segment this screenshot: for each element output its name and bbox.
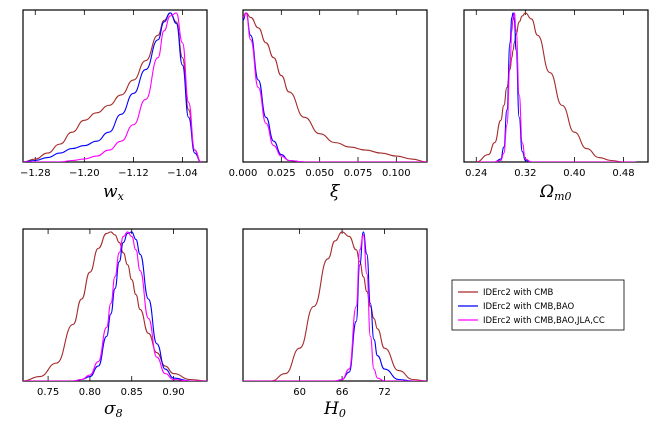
tick-label-wx-1: −1.20 [69, 168, 100, 179]
axis-title-sigma8-sub: 8 [116, 407, 123, 420]
series-h0-iderc2-with-cmb [243, 231, 427, 381]
tick-label-wx-3: −1.04 [167, 168, 198, 179]
legend-box [451, 279, 625, 331]
axis-title-omega: Ωm0 [539, 182, 572, 203]
axis-title-xi: ξ [330, 182, 341, 202]
series-h0-iderc2-with-cmb-bao [243, 231, 427, 381]
axis-title-wx-main: w [103, 182, 118, 202]
tick-label-h0-0: 60 [293, 387, 306, 398]
legend-label-cmb-bao: IDErc2 with CMB,BAO [483, 302, 575, 312]
panel-xi-frame [242, 9, 428, 163]
panel-xi: 0.000 0.025 0.050 0.075 0.100 [229, 10, 427, 179]
series-omega-iderc2-with-cmb [476, 12, 636, 162]
tick-label-wx-2: −1.12 [118, 168, 149, 179]
axis-title-sigma8: σ8 [104, 399, 123, 420]
axis-title-wx: wx [103, 182, 125, 203]
legend-label-cmb: IDErc2 with CMB [483, 288, 554, 298]
series-wx-iderc2-with-cmb-bao-jla-cc [23, 12, 202, 162]
panel-sigma8-frame [22, 228, 208, 382]
tick-label-xi-4: 0.100 [382, 168, 411, 179]
tick-label-h0-2: 72 [378, 387, 391, 398]
series-h0-iderc2-with-cmb-bao-jla-cc [243, 234, 427, 381]
tick-label-sigma8-3: 0.90 [162, 387, 184, 398]
legend-label-full: IDErc2 with CMB,BAO,JLA,CC [483, 316, 605, 326]
series-omega-iderc2-with-cmb-bao-jla-cc [476, 12, 636, 162]
panel-omega-frame [463, 9, 649, 163]
tick-label-omega-1: 0.32 [514, 168, 536, 179]
tick-label-xi-1: 0.025 [267, 168, 296, 179]
tick-label-wx-0: −1.28 [20, 168, 51, 179]
series-xi-iderc2-with-cmb-bao [243, 12, 427, 162]
panel-wx: −1.28 −1.20 −1.12 −1.04 [20, 10, 202, 179]
axis-title-h0: H0 [323, 399, 346, 420]
axis-title-omega-sub: m0 [554, 190, 571, 203]
axis-title-wx-sub: x [118, 190, 125, 203]
tick-label-xi-2: 0.050 [305, 168, 334, 179]
series-xi-iderc2-with-cmb [243, 12, 427, 162]
axis-title-xi-main: ξ [330, 182, 341, 202]
tick-label-xi-3: 0.075 [344, 168, 373, 179]
axis-title-sigma8-main: σ [104, 399, 116, 419]
tick-label-h0-1: 66 [336, 387, 349, 398]
tick-label-xi-0: 0.000 [229, 168, 258, 179]
panel-h0: 60 66 72 [243, 229, 427, 398]
series-sigma8-iderc2-with-cmb-bao-jla-cc [23, 231, 207, 381]
tick-label-sigma8-1: 0.80 [79, 387, 101, 398]
series-xi-iderc2-with-cmb-bao-jla-cc [243, 12, 427, 162]
axis-title-omega-main: Ω [539, 182, 554, 202]
tick-label-omega-2: 0.40 [563, 168, 585, 179]
legend: IDErc2 with CMB IDErc2 with CMB,BAO IDEr… [451, 279, 625, 331]
series-wx-iderc2-with-cmb-bao [23, 12, 202, 162]
axis-title-h0-sub: 0 [339, 407, 346, 420]
tick-label-omega-3: 0.48 [612, 168, 634, 179]
tick-label-sigma8-2: 0.85 [121, 387, 143, 398]
tick-label-sigma8-0: 0.75 [37, 387, 59, 398]
series-wx-iderc2-with-cmb [23, 12, 202, 162]
tick-label-omega-0: 0.24 [465, 168, 487, 179]
panel-h0-frame [242, 228, 428, 382]
panel-wx-frame [22, 9, 208, 163]
axis-title-h0-main: H [323, 399, 340, 419]
series-omega-iderc2-with-cmb-bao [476, 12, 636, 162]
panel-sigma8: 0.75 0.80 0.85 0.90 [23, 229, 207, 398]
panel-omega: 0.24 0.32 0.40 0.48 [465, 10, 636, 179]
